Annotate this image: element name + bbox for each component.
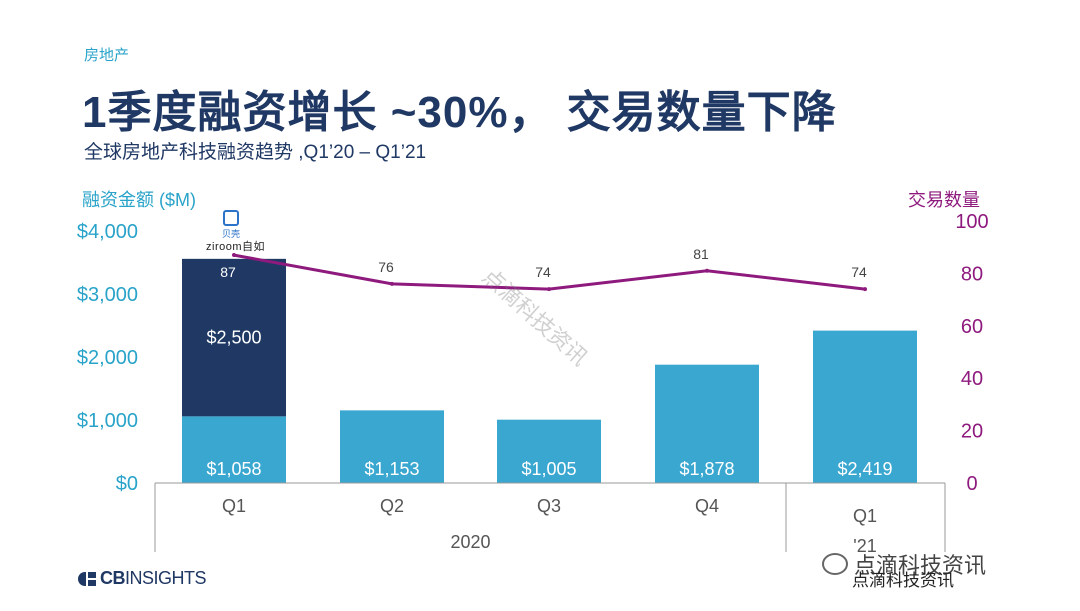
right-axis-title: 交易数量 [908,190,980,210]
beike-logo-text: 贝壳 [222,229,241,239]
page-subtitle: 全球房地产科技融资趋势 ,Q1’20 – Q1’21 [84,142,427,163]
bar-funding [655,364,759,483]
bar-funding [340,410,444,483]
deal-count-label: 81 [693,246,709,262]
bar-value-label: $1,153 [364,459,419,479]
x-axis-category-label: Q2 [380,496,404,516]
bar-value-label: $2,419 [837,459,892,479]
deal-count-point [390,281,394,286]
deal-count-label: 74 [851,264,867,280]
right-axis-tick-label: 20 [961,421,983,443]
bar-value-label: $1,005 [521,459,576,479]
x-axis-category-label: Q1 [853,506,877,526]
cbinsights-logo: CBINSIGHTS [78,568,207,589]
right-axis-tick-label: 100 [955,211,988,233]
right-axis-tick-label: 40 [961,368,983,390]
right-axis-tick-label: 0 [966,473,977,495]
cbinsights-logo-text: CBINSIGHTS [100,568,207,588]
bar-funding [497,419,601,483]
deal-count-point [863,287,867,292]
x-axis-year-label: 2020 [450,532,490,552]
category-label: 房地产 [84,47,130,64]
bar-funding [182,416,286,483]
left-axis-tick-label: $4,000 [77,221,138,243]
left-axis-title: 融资金额 ($M) [82,190,196,210]
x-axis-category-label: Q3 [537,496,561,516]
deal-count-point [705,268,709,273]
left-axis-tick-label: $0 [116,473,138,495]
deal-count-label: 74 [535,264,551,280]
cbinsights-icon [78,571,96,586]
deal-count-label: 76 [378,259,394,275]
bar-value-label: $1,878 [679,459,734,479]
page-title: 1季度融资增长 ~30%， 交易数量下降 [82,88,837,137]
left-axis-tick-label: $1,000 [77,410,138,432]
bar-funding [813,330,917,483]
footer-source: 点滴科技资讯 [852,571,954,590]
deal-count-label: 87 [220,264,236,280]
deal-count-point [232,253,236,258]
wechat-icon [822,553,848,575]
ziroom-logo: ziroom自如 [206,241,266,253]
deal-count-point [547,287,551,292]
right-axis-tick-label: 80 [961,263,983,285]
left-axis-tick-label: $2,000 [77,347,138,369]
beike-icon [223,210,239,226]
bar-value-label: $1,058 [206,459,261,479]
x-axis-category-label: Q4 [695,496,719,516]
wechat-account-name: 点滴科技资讯 [854,553,987,578]
bar-funding-stacked [182,258,286,417]
left-axis-tick-label: $3,000 [77,284,138,306]
x-axis-category-label: Q1 [222,496,246,516]
bar-stacked-value-label: $2,500 [206,328,261,348]
wechat-account: 点滴科技资讯 [822,548,986,580]
right-axis-tick-label: 60 [961,316,983,338]
beike-logo: 贝壳 [222,210,240,240]
x-axis-year-label: '21 [853,536,876,556]
